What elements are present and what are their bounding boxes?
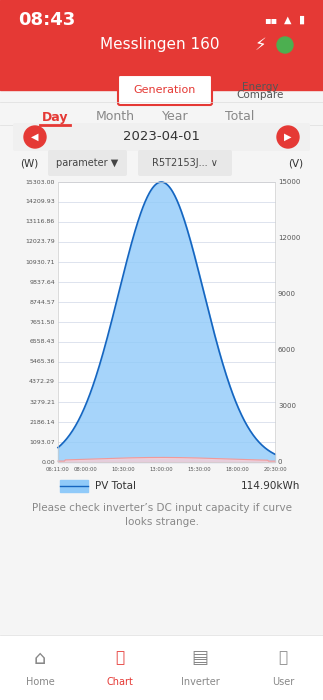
- Text: 114.90kWh: 114.90kWh: [241, 481, 300, 491]
- Text: 10:30:00: 10:30:00: [112, 467, 135, 472]
- Text: Month: Month: [96, 111, 134, 123]
- Text: 14209.93: 14209.93: [25, 199, 55, 204]
- Text: Messlingen 160: Messlingen 160: [100, 38, 220, 52]
- Text: 06:11:00: 06:11:00: [46, 467, 70, 472]
- Text: 5465.36: 5465.36: [29, 360, 55, 365]
- Text: Chart: Chart: [107, 677, 133, 687]
- Text: 9000: 9000: [278, 291, 296, 297]
- Text: 18:00:00: 18:00:00: [225, 467, 249, 472]
- Text: Year: Year: [162, 111, 188, 123]
- Text: 20:30:00: 20:30:00: [263, 467, 287, 472]
- Text: PV Total: PV Total: [95, 481, 136, 491]
- Text: 6000: 6000: [278, 347, 296, 353]
- Text: Home: Home: [26, 677, 54, 687]
- Text: Compare: Compare: [236, 90, 284, 100]
- Circle shape: [277, 37, 293, 53]
- Bar: [0, 635, 323, 700]
- Text: 7651.50: 7651.50: [30, 319, 55, 325]
- Text: ▶: ▶: [284, 132, 292, 142]
- Circle shape: [24, 126, 46, 148]
- Text: Please check inverter’s DC input capacity if curve
looks strange.: Please check inverter’s DC input capacit…: [32, 503, 292, 527]
- Text: 0: 0: [278, 459, 283, 465]
- Text: ▲: ▲: [284, 15, 291, 25]
- Bar: [0, 0, 323, 90]
- Text: Inverter: Inverter: [181, 677, 219, 687]
- Text: 10930.71: 10930.71: [26, 260, 55, 265]
- Text: 12023.79: 12023.79: [25, 239, 55, 244]
- Text: Energy: Energy: [242, 82, 278, 92]
- Text: 12000: 12000: [278, 235, 300, 241]
- Text: User: User: [272, 677, 294, 687]
- Bar: [58, 182, 275, 462]
- Text: ▤: ▤: [192, 649, 209, 667]
- Text: 15303.00: 15303.00: [26, 179, 55, 185]
- Text: 15:30:00: 15:30:00: [187, 467, 211, 472]
- Text: 2186.14: 2186.14: [29, 419, 55, 424]
- Text: ▪▪: ▪▪: [264, 15, 277, 25]
- Text: 08:00:00: 08:00:00: [74, 467, 98, 472]
- Text: 2023-04-01: 2023-04-01: [123, 130, 201, 143]
- Text: ⚡: ⚡: [255, 36, 266, 54]
- Text: R5T2153J... ∨: R5T2153J... ∨: [152, 158, 218, 168]
- Text: 8744.57: 8744.57: [29, 300, 55, 304]
- Text: ⌂: ⌂: [34, 648, 46, 668]
- Text: 4372.29: 4372.29: [29, 379, 55, 384]
- Text: 0.00: 0.00: [41, 459, 55, 465]
- Text: 3000: 3000: [278, 403, 296, 409]
- Text: Total: Total: [225, 111, 255, 123]
- Text: 9837.64: 9837.64: [29, 279, 55, 284]
- Bar: [60, 480, 88, 492]
- Text: 3279.21: 3279.21: [29, 400, 55, 405]
- FancyBboxPatch shape: [118, 75, 212, 105]
- Text: 15000: 15000: [278, 179, 300, 185]
- Text: parameter ▼: parameter ▼: [56, 158, 118, 168]
- Text: 6558.43: 6558.43: [29, 340, 55, 344]
- Text: 👤: 👤: [278, 650, 287, 666]
- Text: ▮: ▮: [299, 15, 305, 25]
- Text: ◀: ◀: [31, 132, 39, 142]
- Text: 1093.07: 1093.07: [29, 440, 55, 444]
- Text: (W): (W): [20, 158, 38, 168]
- Circle shape: [277, 126, 299, 148]
- Text: 08:43: 08:43: [18, 11, 75, 29]
- Text: Generation: Generation: [134, 85, 196, 95]
- Text: 13116.86: 13116.86: [26, 220, 55, 225]
- FancyBboxPatch shape: [13, 123, 310, 151]
- Text: 📊: 📊: [115, 650, 125, 666]
- Text: 13:00:00: 13:00:00: [150, 467, 173, 472]
- FancyBboxPatch shape: [138, 150, 232, 176]
- FancyBboxPatch shape: [48, 150, 127, 176]
- Text: (V): (V): [288, 158, 303, 168]
- Text: Day: Day: [42, 111, 68, 123]
